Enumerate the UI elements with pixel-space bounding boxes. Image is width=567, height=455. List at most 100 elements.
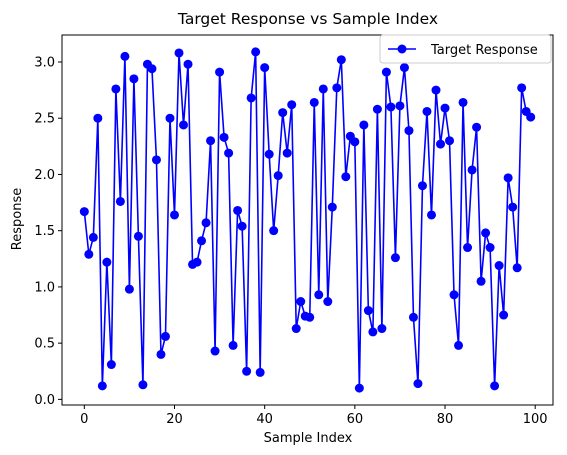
data-point [436,139,446,149]
chart-title: Target Response vs Sample Index [177,10,438,28]
data-point [291,324,301,334]
data-point [206,136,216,146]
y-tick-label: 1.5 [34,224,55,239]
data-point [363,306,373,316]
data-point [210,346,220,356]
data-point [508,202,518,212]
data-point [381,67,391,77]
y-tick-label: 0.5 [34,337,55,352]
data-point [440,103,450,113]
data-point [417,181,427,191]
data-point [151,155,161,165]
data-point [273,171,283,181]
data-point [237,221,247,231]
data-point [404,126,414,136]
data-point [377,324,387,334]
data-point [481,228,491,238]
data-point [242,366,252,376]
data-point [390,253,400,263]
x-tick-label: 80 [437,412,454,427]
y-tick-label: 0.0 [34,393,55,408]
data-point [246,93,256,103]
data-point [526,112,536,122]
legend: Target Response [379,34,552,64]
data-point [269,226,279,236]
data-point [318,84,328,94]
y-axis-label: Response [10,188,25,250]
data-point [467,165,477,175]
data-point [97,381,107,391]
data-point [413,379,423,389]
data-point [84,249,94,259]
data-point [106,360,116,370]
data-point [372,104,382,114]
data-point [395,101,405,111]
data-point [305,312,315,322]
data-point [354,383,364,393]
data-point [472,122,482,132]
data-point [160,331,170,341]
data-point [445,136,455,146]
x-tick-label: 40 [256,412,273,427]
data-point [426,210,436,220]
axes-frame [61,34,554,406]
data-point [138,380,148,390]
x-tick-label: 20 [166,412,183,427]
data-point [129,74,139,84]
data-point [485,243,495,253]
data-point [368,327,378,337]
data-point [147,64,157,74]
data-point [327,202,337,212]
data-point [251,47,261,57]
data-point [494,261,504,271]
data-point [169,210,179,220]
data-point [228,340,238,350]
data-point [264,149,274,159]
data-point [197,236,207,246]
data-point [296,297,306,307]
data-point [124,284,134,294]
data-point [192,257,202,267]
data-point [517,83,527,93]
data-point [102,257,112,267]
data-point [156,349,166,359]
data-point [386,102,396,112]
data-point [224,148,234,158]
data-point [449,290,459,300]
data-point [323,297,333,307]
x-tick-label: 0 [80,412,88,427]
y-tick-label: 2.5 [34,112,55,127]
data-point [174,48,184,58]
data-point [201,218,211,228]
data-point [309,97,319,107]
legend-box [379,34,552,64]
data-point [359,120,369,130]
data-point [314,290,324,300]
data-point [79,207,89,217]
legend-marker-swatch [397,44,407,54]
data-point [165,113,175,123]
data-point [219,132,229,142]
y-tick-label: 3.0 [34,55,55,70]
data-point [287,100,297,110]
data-point [341,172,351,182]
data-point [476,276,486,286]
data-point [115,196,125,206]
data-point [463,243,473,253]
data-point [454,340,464,350]
data-point [215,67,225,77]
axes: 0 20 40 60 80 100 0.0 0.5 1.0 1.5 2.0 2.5 3.0 [34,34,554,427]
data-point [88,232,98,242]
data-point [490,381,500,391]
y-tick-label: 1.0 [34,280,55,295]
data-point [422,106,432,116]
data-point [111,84,121,94]
x-tick-label: 100 [523,412,548,427]
data-point [408,312,418,322]
data-point [255,367,265,377]
data-point [260,63,270,73]
y-tick-label: 2.0 [34,168,55,183]
data-point [133,231,143,241]
